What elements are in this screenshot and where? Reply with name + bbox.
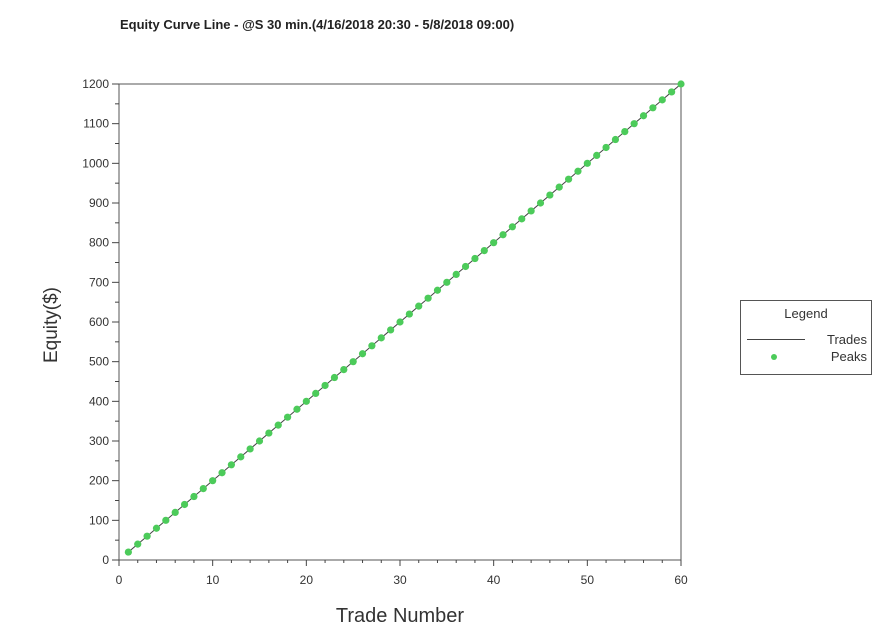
peak-point	[162, 516, 170, 524]
peak-point	[171, 508, 179, 516]
peak-point	[255, 437, 264, 445]
peak-point	[124, 548, 132, 556]
peak-point	[668, 88, 676, 96]
legend-label-trades: Trades	[827, 332, 867, 347]
peak-point	[246, 445, 254, 453]
x-tick-label: 60	[674, 573, 688, 587]
legend-label-peaks: Peaks	[830, 349, 867, 364]
peak-point	[480, 247, 488, 255]
x-tick-label: 30	[393, 573, 407, 587]
peak-point	[152, 524, 161, 532]
peak-point	[518, 215, 526, 223]
peak-point	[237, 453, 245, 461]
peak-point	[274, 421, 282, 429]
peak-point	[649, 104, 657, 112]
peak-point	[555, 183, 563, 191]
peak-point	[396, 318, 404, 326]
peak-point	[490, 239, 498, 247]
peak-point	[209, 477, 217, 485]
peak-point	[621, 128, 629, 136]
legend-title: Legend	[784, 306, 828, 321]
peak-point	[443, 278, 451, 286]
series-layer	[124, 80, 685, 556]
peak-point	[658, 96, 666, 104]
peak-point	[227, 461, 235, 469]
y-tick-label: 300	[89, 434, 109, 448]
peak-point	[611, 135, 620, 144]
peak-point	[180, 500, 189, 509]
chart-title: Equity Curve Line - @S 30 min.(4/16/2018…	[120, 17, 515, 32]
peak-point	[415, 302, 423, 310]
peak-point	[358, 350, 367, 358]
y-tick-label: 700	[89, 275, 109, 289]
y-tick-label: 500	[89, 355, 109, 369]
y-tick-label: 800	[89, 236, 109, 250]
peak-point	[565, 175, 573, 183]
peak-point	[677, 80, 685, 88]
legend-trades-line-swatch	[747, 339, 805, 340]
x-tick-label: 50	[581, 573, 595, 587]
peak-point	[536, 199, 545, 207]
peak-point	[330, 373, 339, 382]
y-axis-label: Equity($)	[41, 287, 62, 363]
y-tick-label: 1200	[82, 77, 109, 91]
peak-point	[471, 254, 479, 263]
peak-point	[340, 366, 348, 374]
peak-point	[452, 270, 460, 278]
peak-point	[405, 310, 413, 318]
y-tick-label: 900	[89, 196, 109, 210]
peak-point	[190, 492, 198, 501]
y-tick-label: 100	[89, 513, 109, 527]
peak-point	[630, 120, 638, 128]
peak-point	[583, 159, 591, 167]
legend: Legend Trades Peaks	[740, 300, 872, 375]
y-tick-label: 600	[89, 315, 109, 329]
peak-point	[433, 286, 442, 294]
peak-point	[143, 532, 151, 540]
peak-point	[602, 143, 610, 152]
y-tick-label: 200	[89, 474, 109, 488]
peak-point	[546, 191, 554, 199]
legend-peaks-marker-swatch	[771, 354, 777, 360]
peak-point	[134, 540, 142, 548]
x-tick-label: 0	[116, 573, 123, 587]
peak-point	[387, 326, 395, 334]
peak-point	[218, 469, 226, 477]
x-tick-label: 40	[487, 573, 501, 587]
x-axis-label: Trade Number	[336, 605, 465, 627]
peak-point	[312, 389, 320, 397]
peak-point	[265, 429, 273, 437]
peak-point	[527, 207, 535, 215]
peak-point	[461, 262, 470, 271]
peak-point	[499, 231, 507, 239]
peak-point	[639, 112, 648, 120]
peak-point	[199, 485, 207, 493]
axis-labels: Trade Number Equity($)	[41, 287, 464, 627]
peak-point	[284, 413, 292, 421]
peak-point	[574, 167, 582, 175]
x-tick-label: 10	[206, 573, 220, 587]
peak-point	[302, 397, 310, 405]
peak-point	[593, 151, 601, 159]
y-tick-label: 0	[102, 553, 109, 567]
peak-point	[349, 358, 357, 366]
peak-point	[424, 294, 432, 302]
peak-point	[368, 342, 376, 350]
peak-point	[377, 334, 385, 342]
peak-point	[321, 381, 329, 390]
x-tick-label: 20	[300, 573, 314, 587]
y-tick-label: 1100	[83, 117, 109, 131]
y-tick-label: 1000	[82, 156, 109, 170]
peak-point	[508, 223, 516, 231]
y-tick-label: 400	[89, 394, 109, 408]
peak-point	[293, 405, 301, 413]
